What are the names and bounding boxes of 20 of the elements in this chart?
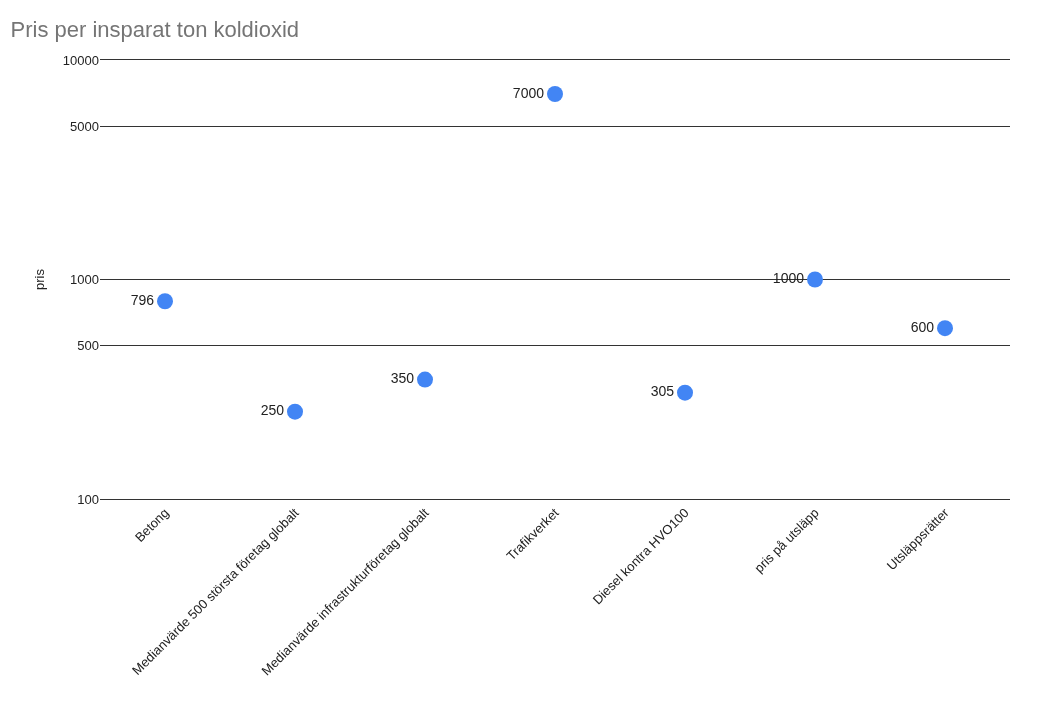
point: [157, 293, 173, 310]
y-tick-label: 10000: [62, 52, 99, 68]
point: [677, 384, 693, 401]
point: [937, 320, 953, 337]
data-label: 250: [260, 402, 285, 419]
point: [547, 86, 563, 102]
point: [417, 371, 433, 388]
data-label: 600: [910, 318, 935, 335]
y-axis-title: pris: [31, 268, 47, 290]
data-label: 796: [130, 291, 155, 308]
point: [807, 271, 823, 288]
y-tick-label: 1000: [70, 272, 99, 288]
data-label: 305: [650, 383, 675, 400]
y-tick-label: 500: [77, 338, 99, 354]
point: [287, 403, 303, 420]
chart-title: Pris per insparat ton koldioxid: [10, 16, 300, 42]
data-label: 350: [390, 370, 415, 387]
data-label: 7000: [512, 84, 545, 101]
y-tick-label: 5000: [70, 118, 99, 134]
y-tick-label: 100: [77, 491, 99, 507]
